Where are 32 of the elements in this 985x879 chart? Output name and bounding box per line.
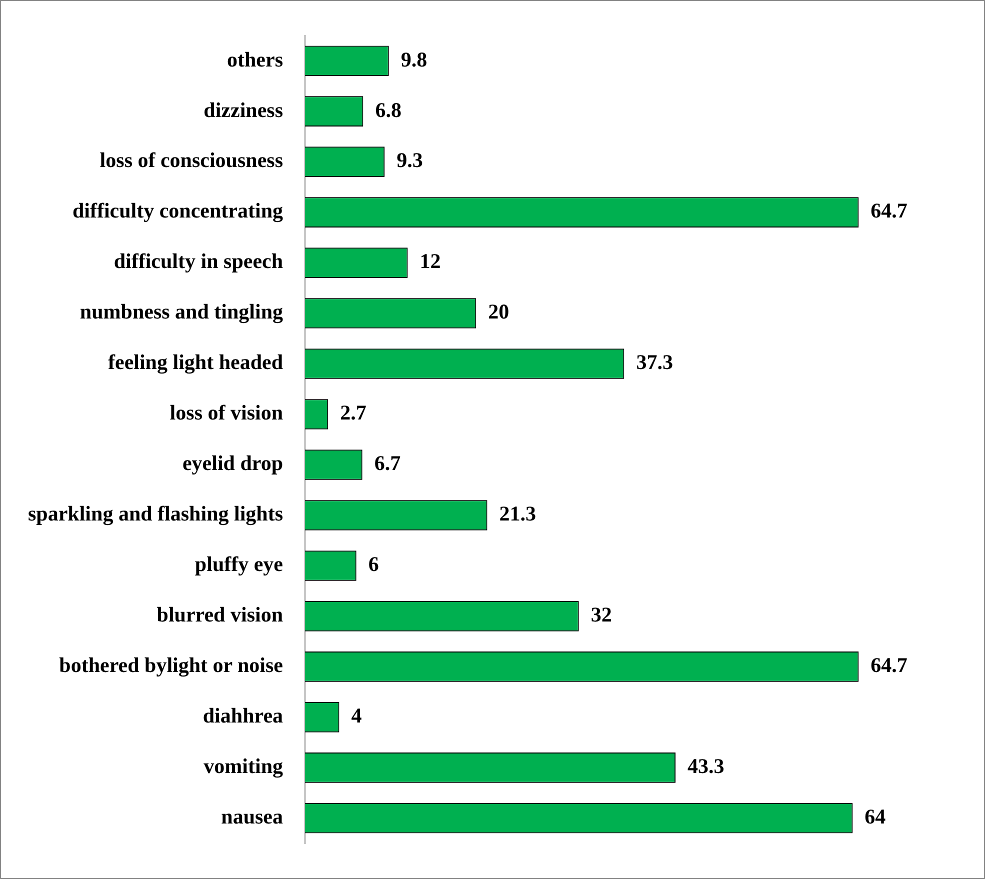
data-label: 64.7 xyxy=(870,653,908,678)
y-tick-label: others xyxy=(227,47,284,72)
y-tick-label: nausea xyxy=(221,804,284,829)
data-label: 37.3 xyxy=(636,350,673,374)
y-tick-label: pluffy eye xyxy=(194,552,284,576)
data-label: 21.3 xyxy=(499,502,536,526)
y-tick-label: vomiting xyxy=(204,754,284,778)
y-tick-label: loss of vision xyxy=(170,400,284,425)
data-label: 2.7 xyxy=(340,400,366,425)
data-label: 43.3 xyxy=(688,754,724,778)
data-label: 6 xyxy=(368,552,379,576)
data-label: 4 xyxy=(351,704,362,728)
y-tick-label: dizziness xyxy=(204,98,284,122)
y-tick-label: sparkling and flashing lights xyxy=(28,502,284,526)
data-label: 32 xyxy=(590,602,612,627)
data-label: 12 xyxy=(420,249,441,274)
data-label: 6.7 xyxy=(374,451,401,476)
y-tick-label: diahhrea xyxy=(202,704,284,728)
y-tick-label: difficulty in speech xyxy=(114,249,284,274)
y-tick-label: difficulty concentrating xyxy=(72,198,284,223)
data-label: 64.7 xyxy=(870,198,908,223)
data-label: 20 xyxy=(488,300,510,324)
y-tick-label: bothered bylight or noise xyxy=(59,653,284,678)
data-label: 64 xyxy=(864,804,886,829)
y-tick-label: feeling light headed xyxy=(108,350,284,374)
y-tick-label: loss of consciousness xyxy=(100,148,284,172)
data-label: 9.3 xyxy=(396,148,423,172)
y-tick-label: blurred vision xyxy=(156,602,284,627)
y-tick-label: eyelid drop xyxy=(182,451,284,476)
data-label: 6.8 xyxy=(375,98,402,122)
y-tick-label: numbness and tingling xyxy=(80,300,284,324)
data-label: 9.8 xyxy=(400,47,428,72)
